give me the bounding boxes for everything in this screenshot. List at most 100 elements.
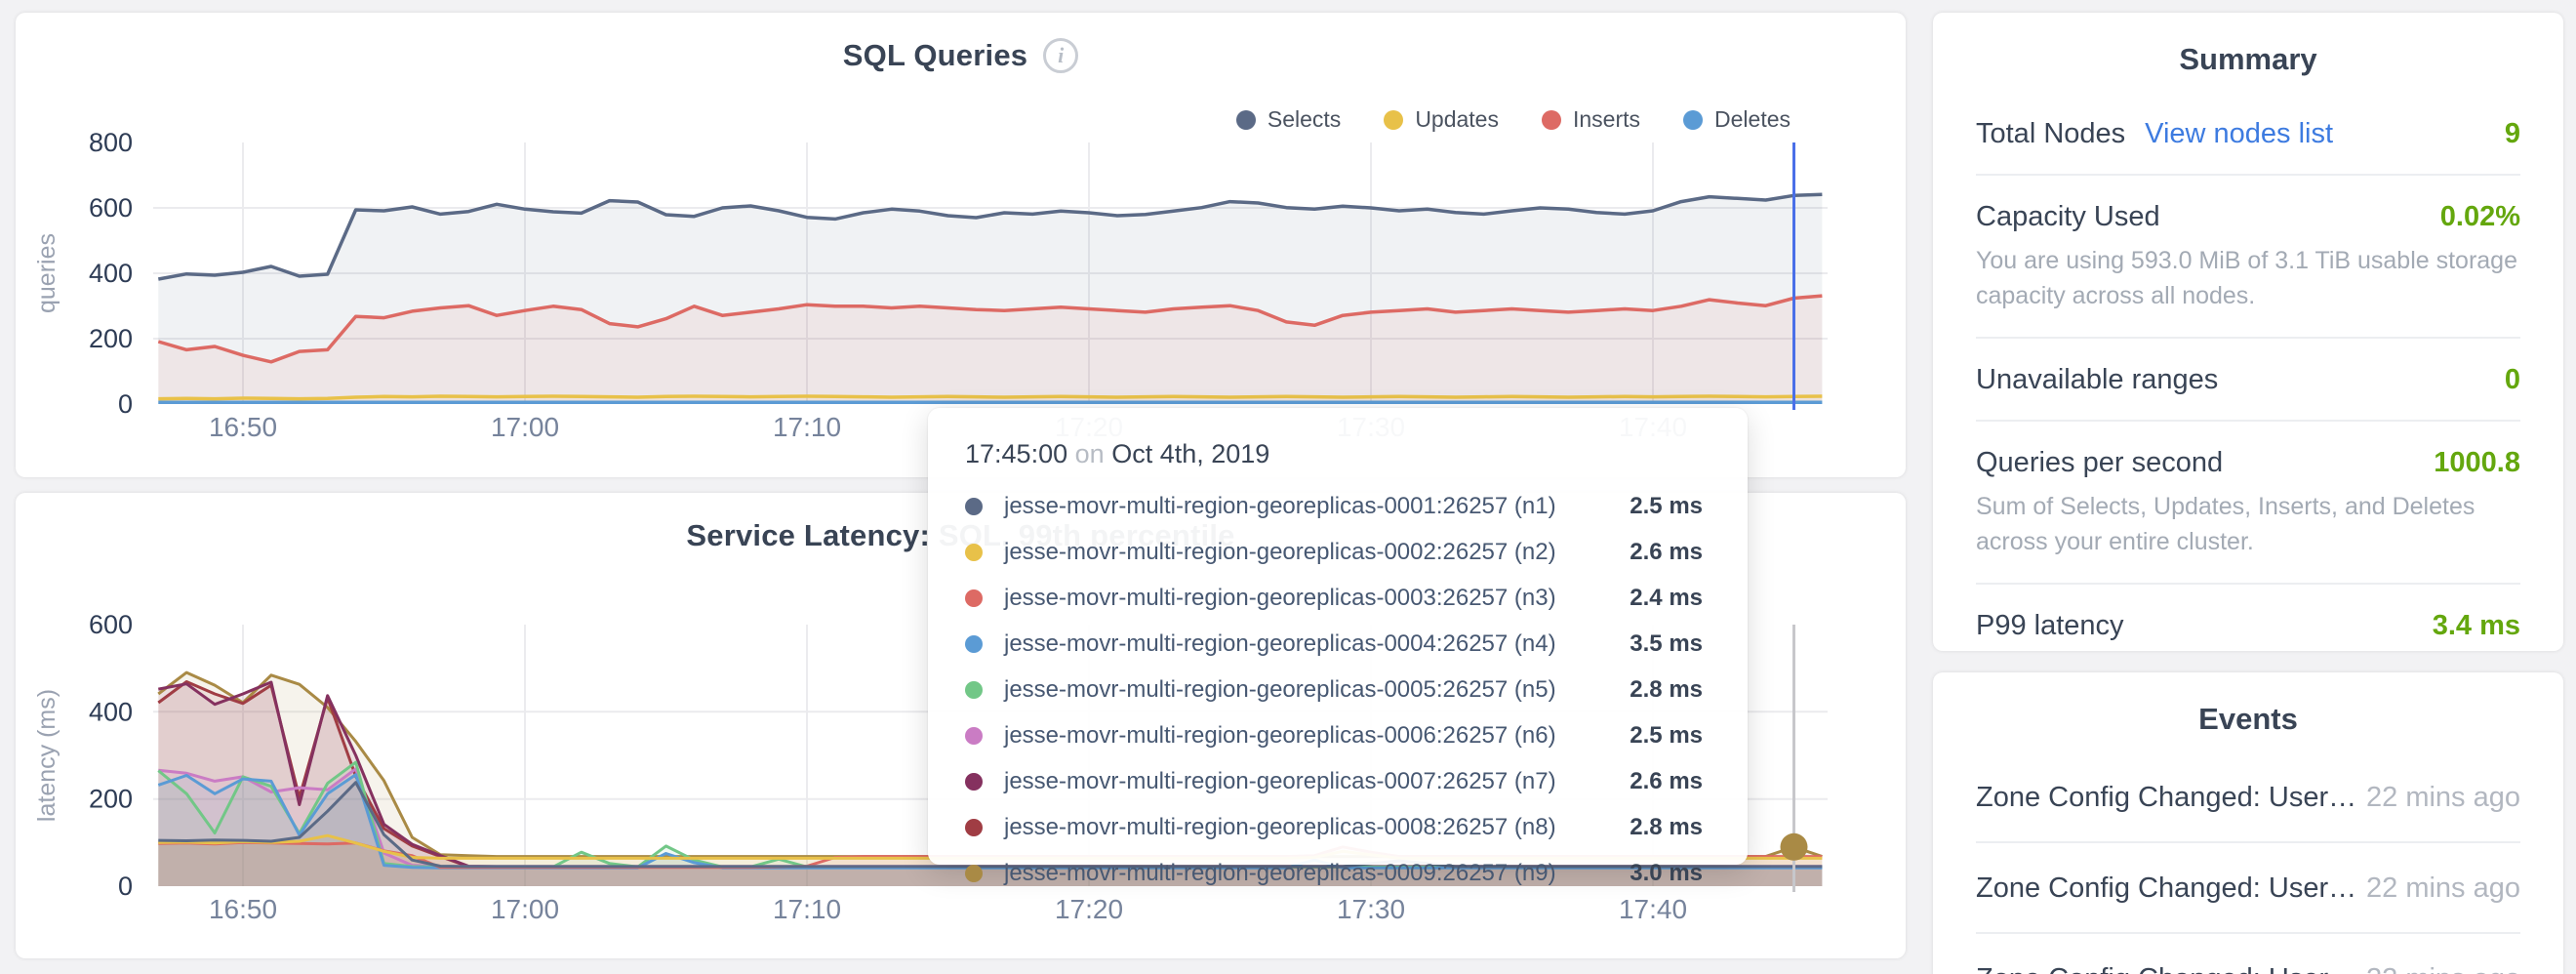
svg-text:200: 200 <box>89 785 133 814</box>
svg-text:400: 400 <box>89 259 133 288</box>
svg-text:17:30: 17:30 <box>1337 894 1405 924</box>
svg-text:queries: queries <box>33 233 60 313</box>
legend-item-inserts[interactable]: Inserts <box>1541 106 1641 133</box>
info-icon[interactable]: i <box>1043 38 1079 73</box>
svg-text:0: 0 <box>118 872 133 901</box>
event-title[interactable]: Zone Config Changed: User… <box>1976 963 2356 974</box>
node-latency-value: 2.8 ms <box>1630 813 1703 840</box>
event-row: Zone Config Changed: User… 22 mins ago <box>1976 843 2520 934</box>
legend-item-updates[interactable]: Updates <box>1384 106 1499 133</box>
node-name: jesse-movr-multi-region-georeplicas-0007… <box>1004 767 1556 794</box>
node-color-dot <box>965 588 983 607</box>
node-color-dot <box>965 680 983 699</box>
legend-label: Inserts <box>1572 106 1641 132</box>
tooltip-node-row: jesse-movr-multi-region-georeplicas-0005… <box>965 667 1703 712</box>
tooltip-node-row: jesse-movr-multi-region-georeplicas-0007… <box>965 758 1703 804</box>
summary-panel: Summary Total Nodes View nodes list 9 Capac… <box>1933 13 2563 651</box>
sql-queries-chart[interactable]: 16:5017:0017:1017:2017:3017:400200400600… <box>16 13 1906 477</box>
tooltip-node-row: jesse-movr-multi-region-georeplicas-0009… <box>965 850 1703 896</box>
sql-queries-chart-title: SQL Queries <box>842 38 1028 72</box>
svg-text:16:50: 16:50 <box>209 412 277 442</box>
legend-label: Selects <box>1267 106 1342 132</box>
summary-value: 3.4 ms <box>2432 610 2520 641</box>
tooltip-timestamp: 17:45:00 on Oct 4th, 2019 <box>965 439 1270 468</box>
node-name: jesse-movr-multi-region-georeplicas-0003… <box>1004 584 1556 611</box>
legend-dot <box>1235 109 1256 130</box>
svg-text:17:10: 17:10 <box>773 412 841 442</box>
summary-label: Queries per second <box>1976 447 2224 478</box>
summary-subtext: You are using 593.0 MiB of 3.1 TiB usabl… <box>1976 247 2517 309</box>
summary-label: Capacity Used <box>1976 201 2160 232</box>
event-title[interactable]: Zone Config Changed: User… <box>1976 782 2357 813</box>
svg-text:600: 600 <box>89 193 133 223</box>
event-row: Zone Config Changed: User… 22 mins ago <box>1976 752 2520 843</box>
node-name: jesse-movr-multi-region-georeplicas-0006… <box>1004 721 1556 749</box>
node-color-dot <box>965 864 983 882</box>
svg-text:17:20: 17:20 <box>1055 894 1123 924</box>
events-title: Events <box>2198 702 2298 736</box>
legend-label: Updates <box>1415 106 1499 132</box>
events-panel: Events Zone Config Changed: User… 22 mins… <box>1933 672 2563 974</box>
node-name: jesse-movr-multi-region-georeplicas-0008… <box>1004 813 1556 840</box>
node-latency-value: 2.5 ms <box>1630 492 1703 519</box>
legend-item-deletes[interactable]: Deletes <box>1683 106 1791 133</box>
chart-tooltip: 17:45:00 on Oct 4th, 2019 jesse-movr-mul… <box>928 408 1748 886</box>
view-nodes-list-link[interactable]: View nodes list <box>2145 118 2334 149</box>
legend-dot <box>1384 109 1404 130</box>
event-title[interactable]: Zone Config Changed: User… <box>1976 873 2357 904</box>
summary-row: Queries per second 1000.8 Sum of Selects, … <box>1976 422 2520 585</box>
legend-dot <box>1683 109 1704 130</box>
tooltip-node-row: jesse-movr-multi-region-georeplicas-0001… <box>965 483 1703 529</box>
legend-dot <box>1541 109 1561 130</box>
summary-value: 1000.8 <box>2434 447 2520 478</box>
summary-row: Capacity Used 0.02% You are using 593.0 Mi… <box>1976 176 2520 339</box>
node-color-dot <box>965 772 983 791</box>
tooltip-node-row: jesse-movr-multi-region-georeplicas-0006… <box>965 712 1703 758</box>
svg-text:17:40: 17:40 <box>1619 894 1687 924</box>
summary-title: Summary <box>2179 42 2317 76</box>
summary-row: P99 latency 3.4 ms <box>1976 585 2520 666</box>
chart-legend: Selects Updates Inserts Deletes <box>1235 106 1791 133</box>
summary-subtext: Sum of Selects, Updates, Inserts, and De… <box>1976 493 2475 555</box>
node-color-dot <box>965 726 983 745</box>
event-time: 22 mins ago <box>2366 873 2520 904</box>
node-color-dot <box>965 543 983 561</box>
event-row: Zone Config Changed: User… 22 mins ago <box>1976 934 2520 974</box>
node-latency-value: 3.5 ms <box>1630 629 1703 657</box>
node-color-dot <box>965 634 983 653</box>
node-latency-value: 2.4 ms <box>1630 584 1703 611</box>
node-name: jesse-movr-multi-region-georeplicas-0001… <box>1004 492 1556 519</box>
summary-label: P99 latency <box>1976 610 2124 641</box>
summary-value: 0 <box>2504 364 2520 395</box>
node-name: jesse-movr-multi-region-georeplicas-0002… <box>1004 538 1556 565</box>
svg-text:0: 0 <box>118 389 133 419</box>
node-color-dot <box>965 497 983 515</box>
node-latency-value: 2.6 ms <box>1630 767 1703 794</box>
legend-label: Deletes <box>1714 106 1791 132</box>
summary-row: Unavailable ranges 0 <box>1976 339 2520 422</box>
node-latency-value: 3.0 ms <box>1630 859 1703 886</box>
node-latency-value: 2.8 ms <box>1630 675 1703 703</box>
tooltip-node-row: jesse-movr-multi-region-georeplicas-0002… <box>965 529 1703 575</box>
summary-value: 9 <box>2504 118 2520 149</box>
svg-text:16:50: 16:50 <box>209 894 277 924</box>
svg-text:400: 400 <box>89 697 133 726</box>
event-time: 22 mins ago <box>2366 782 2520 813</box>
svg-text:200: 200 <box>89 324 133 353</box>
legend-item-selects[interactable]: Selects <box>1235 106 1342 133</box>
svg-text:17:00: 17:00 <box>491 894 559 924</box>
node-name: jesse-movr-multi-region-georeplicas-0005… <box>1004 675 1556 703</box>
node-name: jesse-movr-multi-region-georeplicas-0004… <box>1004 629 1556 657</box>
event-time: 22 mins ago <box>2366 963 2520 974</box>
node-name: jesse-movr-multi-region-georeplicas-0009… <box>1004 859 1556 886</box>
node-color-dot <box>965 818 983 836</box>
tooltip-node-row: jesse-movr-multi-region-georeplicas-0004… <box>965 621 1703 667</box>
summary-row: Total Nodes View nodes list 9 <box>1976 93 2520 176</box>
svg-text:17:10: 17:10 <box>773 894 841 924</box>
sql-queries-chart-card: SQL Queries i Selects Updates Inserts Delet… <box>16 13 1906 477</box>
node-latency-value: 2.5 ms <box>1630 721 1703 749</box>
summary-value: 0.02% <box>2439 201 2520 232</box>
summary-label: Total Nodes <box>1976 118 2126 149</box>
svg-text:latency (ms): latency (ms) <box>33 689 60 822</box>
svg-text:17:00: 17:00 <box>491 412 559 442</box>
